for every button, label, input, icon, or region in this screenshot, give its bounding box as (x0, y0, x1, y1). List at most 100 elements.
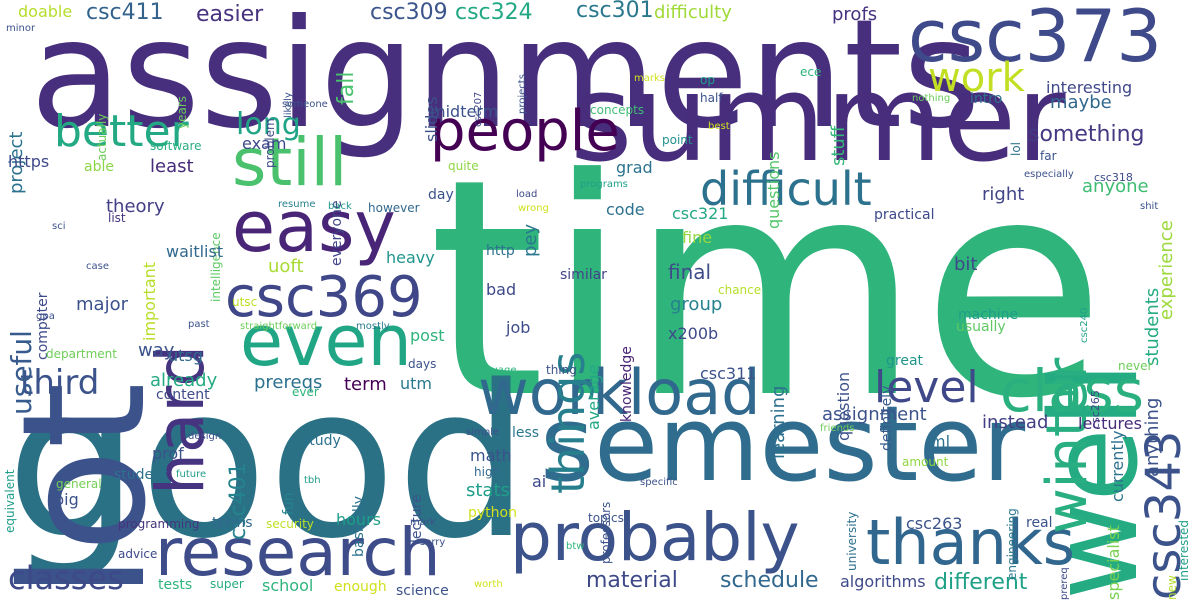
word: exam (242, 134, 287, 153)
word: fall (334, 71, 359, 105)
word: code (606, 200, 645, 219)
word: anyone (1082, 176, 1149, 197)
word: ece (800, 65, 822, 79)
word: algorithms (840, 572, 926, 591)
word: assignment (822, 404, 927, 425)
word: able (84, 159, 114, 175)
word: sci (52, 221, 66, 232)
word: actually (95, 113, 109, 161)
word: however (368, 201, 420, 215)
word: mostly (356, 321, 390, 332)
word: day (428, 187, 454, 203)
word: prereqs (254, 372, 323, 393)
word: best (708, 121, 730, 132)
word: amount (902, 455, 949, 469)
word: someone (282, 99, 328, 110)
word: csc324 (455, 0, 533, 25)
word: class (1000, 357, 1144, 425)
word: intro (970, 91, 1003, 107)
word: engineering (1005, 508, 1019, 580)
word: mark (410, 517, 436, 528)
word: real (1026, 515, 1053, 531)
word: past (188, 319, 210, 330)
word: utm (400, 374, 432, 393)
word: bit (954, 254, 978, 275)
word: way (138, 340, 175, 361)
word: department (46, 347, 117, 361)
word: practical (874, 207, 935, 223)
word: point (662, 133, 693, 147)
word: students (1142, 287, 1163, 366)
word: interested (1177, 519, 1191, 581)
word: simple (466, 427, 500, 438)
word: load (516, 189, 538, 200)
word: terms (212, 515, 253, 531)
word: winter (1035, 357, 1100, 534)
word: never (1118, 359, 1153, 373)
word: wrong (518, 203, 549, 214)
word: specialist (1104, 525, 1123, 600)
word: chance (718, 283, 762, 297)
word: list (108, 211, 126, 225)
word: learning (768, 385, 789, 459)
word: csc369 (225, 265, 423, 330)
word: projects (517, 74, 528, 114)
word: specific (640, 477, 678, 488)
word: difficult (700, 162, 872, 216)
word: similar (560, 267, 607, 283)
word: https (8, 152, 50, 171)
word: lectures (1078, 414, 1142, 433)
word: tests (158, 577, 193, 593)
word: design (188, 431, 222, 442)
word: university (845, 511, 859, 571)
word: general (56, 477, 102, 491)
word: csc411 (86, 0, 164, 25)
word: right (982, 184, 1025, 205)
word: stuff (828, 125, 849, 166)
word: csc309 (370, 0, 448, 25)
word: theory (106, 196, 165, 217)
word: difficulty (654, 2, 732, 23)
word: resume (278, 199, 316, 210)
word: sorry (420, 537, 446, 548)
word: interesting (1046, 78, 1133, 97)
word: third (20, 363, 100, 403)
word: gpa (36, 311, 55, 322)
word: enough (334, 579, 387, 595)
word: time (428, 115, 1106, 464)
word: doable (18, 2, 73, 21)
word: midterm (430, 102, 499, 121)
word: csc373 (908, 0, 1163, 78)
word: math (470, 446, 512, 465)
word: workload (478, 356, 761, 429)
word: anything (1142, 397, 1163, 477)
word: study (302, 433, 341, 449)
word: stats (466, 480, 510, 501)
word: job (506, 318, 531, 337)
word: important (140, 261, 159, 341)
word: group (670, 294, 723, 315)
word: csc301 (576, 0, 654, 23)
word: utsg (168, 346, 203, 365)
word: different (934, 570, 1028, 595)
word: marks (634, 73, 665, 84)
word: average (584, 364, 603, 431)
word: great (886, 353, 924, 369)
word: usually (956, 319, 1006, 335)
word: better (54, 106, 189, 157)
word: term (344, 374, 387, 395)
word: nothing (912, 93, 951, 104)
word: level (874, 362, 979, 413)
word: ai (532, 472, 547, 491)
word: easier (196, 2, 264, 27)
word: fine (682, 228, 713, 247)
word: high (474, 465, 501, 479)
word: post (410, 326, 445, 345)
word: long (236, 107, 301, 142)
word: tbh (304, 475, 321, 486)
word: friends (820, 423, 855, 434)
word: csc318 (1094, 171, 1133, 184)
word: work (928, 55, 1025, 101)
word: big (54, 490, 79, 509)
